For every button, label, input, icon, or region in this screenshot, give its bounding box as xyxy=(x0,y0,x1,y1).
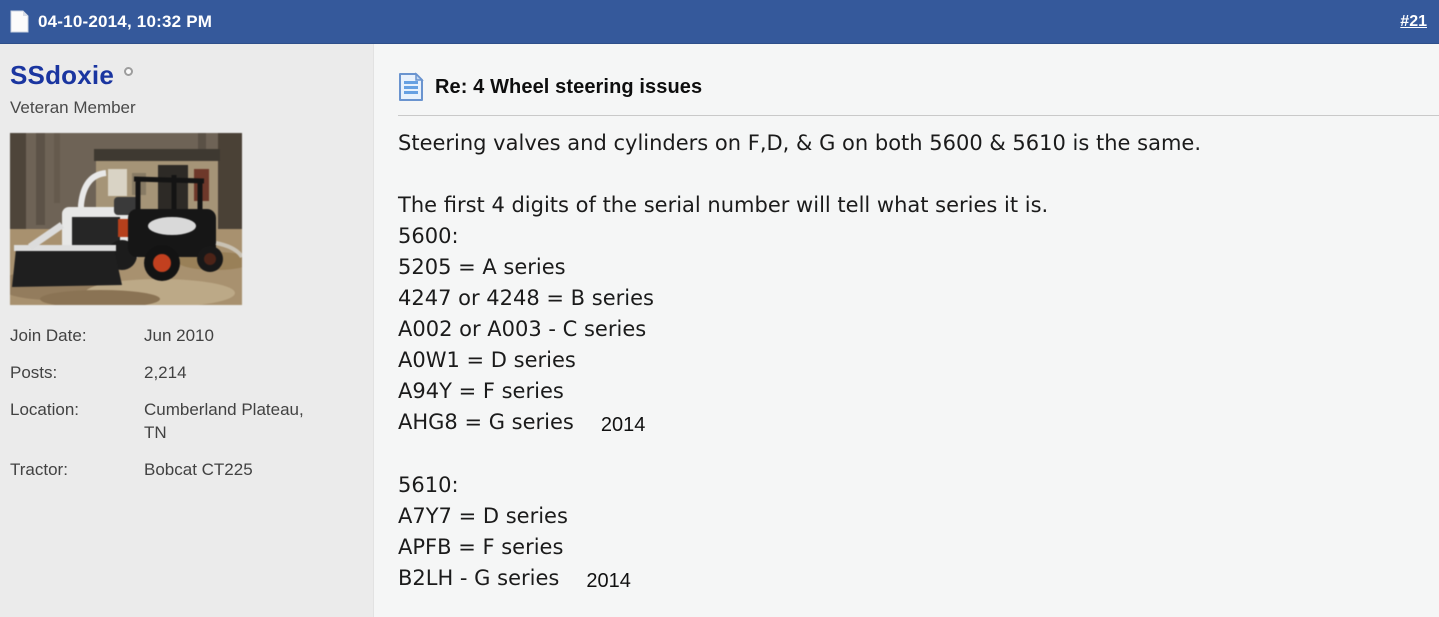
post-body-line: A94Y = F series xyxy=(398,376,1439,407)
post-body-line: B2LH - G series 2014 xyxy=(398,563,1439,595)
post-body-line: Steering valves and cylinders on F,D, & … xyxy=(398,128,1439,159)
post-header-bar: 04-10-2014, 10:32 PM #21 xyxy=(0,0,1439,44)
document-icon xyxy=(10,10,29,33)
post-body-text: A94Y = F series xyxy=(398,379,564,403)
username-row: SSdoxie xyxy=(10,60,361,91)
post-number-link[interactable]: #21 xyxy=(1400,12,1427,30)
post-body-text: A0W1 = D series xyxy=(398,348,576,372)
post-title-row: Re: 4 Wheel steering issues xyxy=(398,72,1439,102)
annotation-2014: 2014 xyxy=(600,414,646,436)
post-body-line: AHG8 = G series 2014 xyxy=(398,407,1439,439)
avatar-photo-illustration xyxy=(10,133,242,305)
user-avatar[interactable] xyxy=(10,133,242,305)
post-body-line: 5600: xyxy=(398,221,1439,252)
post-body-text xyxy=(398,442,405,466)
post-body-text: Steering valves and cylinders on F,D, & … xyxy=(398,131,1201,155)
post-body: Steering valves and cylinders on F,D, & … xyxy=(398,128,1439,595)
post-body-text: APFB = F series xyxy=(398,535,564,559)
post-body-text: 4247 or 4248 = B series xyxy=(398,286,654,310)
username-link[interactable]: SSdoxie xyxy=(10,60,114,90)
post-body-text: 5205 = A series xyxy=(398,255,566,279)
stat-label: Posts: xyxy=(10,362,58,382)
annotation-2014: 2014 xyxy=(586,570,631,592)
stat-value: 2,214 xyxy=(144,362,187,382)
post-body-text: A002 or A003 - C series xyxy=(398,317,647,341)
post-content: Re: 4 Wheel steering issues Steering val… xyxy=(374,44,1439,617)
post-body-text: A7Y7 = D series xyxy=(398,504,568,528)
post-body-line xyxy=(398,439,1439,470)
post-body-line: A7Y7 = D series xyxy=(398,501,1439,532)
post-main-area: SSdoxie Veteran Member xyxy=(0,44,1439,617)
post-body-text: B2LH - G series xyxy=(398,566,560,590)
post-body-text: 5600: xyxy=(398,224,459,248)
post-body-line: 4247 or 4248 = B series xyxy=(398,283,1439,314)
post-body-line xyxy=(398,159,1439,190)
post-date: 04-10-2014, 10:32 PM xyxy=(38,11,213,31)
post-body-line: 5610: xyxy=(398,470,1439,501)
user-stat-row: Tractor: Bobcat CT225 xyxy=(10,459,361,482)
post-document-icon xyxy=(398,72,424,102)
post-title: Re: 4 Wheel steering issues xyxy=(435,75,703,98)
stat-value: Cumberland Plateau, TN xyxy=(144,399,304,442)
stat-label: Tractor: xyxy=(10,459,68,479)
post-body-line: APFB = F series xyxy=(398,532,1439,563)
user-stat-row: Join Date: Jun 2010 xyxy=(10,325,361,348)
post-body-line: 5205 = A series xyxy=(398,252,1439,283)
post-body-line: The first 4 digits of the serial number … xyxy=(398,190,1439,221)
post-body-line: A0W1 = D series xyxy=(398,345,1439,376)
post-body-text xyxy=(398,162,405,186)
stat-label: Join Date: xyxy=(10,326,87,345)
title-divider xyxy=(398,115,1439,116)
status-indicator-icon xyxy=(124,67,133,76)
user-stats: Join Date: Jun 2010 Posts: 2,214 Location: Cu… xyxy=(10,325,361,482)
user-stat-row: Posts: 2,214 xyxy=(10,362,361,385)
user-info-panel: SSdoxie Veteran Member xyxy=(0,44,374,617)
stat-label: Location: xyxy=(10,399,79,419)
stat-value: Jun 2010 xyxy=(144,326,214,345)
user-title: Veteran Member xyxy=(10,98,136,117)
post-body-text: 5610: xyxy=(398,473,459,497)
post-body-line: A002 or A003 - C series xyxy=(398,314,1439,345)
stat-value: Bobcat CT225 xyxy=(144,459,253,479)
user-stat-row: Location: Cumberland Plateau, TN xyxy=(10,399,361,445)
post-body-text: AHG8 = G series xyxy=(398,410,574,434)
post-body-text: The first 4 digits of the serial number … xyxy=(398,193,1049,217)
